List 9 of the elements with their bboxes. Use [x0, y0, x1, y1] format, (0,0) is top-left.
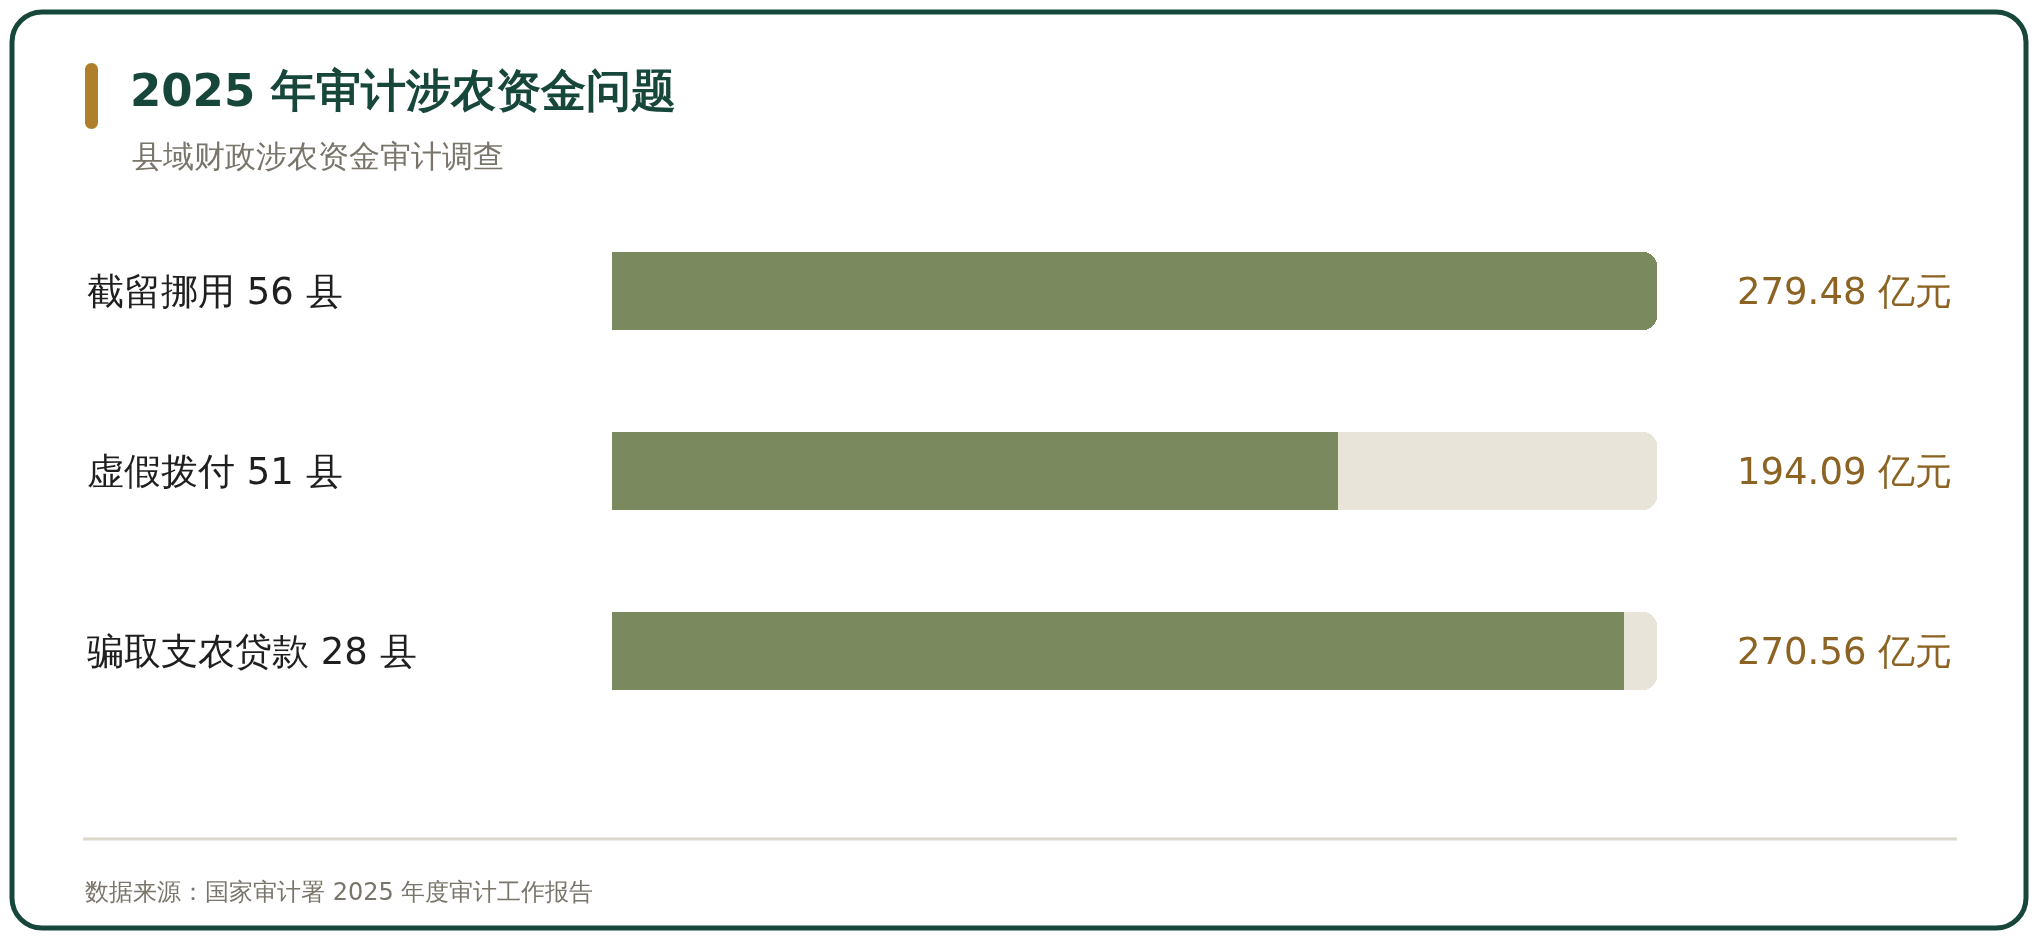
data-label: 194.09 亿元 — [1737, 450, 1953, 493]
source-note: 数据来源：国家审计署 2025 年度审计工作报告 — [85, 878, 594, 906]
data-label: 279.48 亿元 — [1737, 270, 1953, 313]
y-tick-label: 骗取支农贷款 28 县 — [87, 630, 417, 673]
data-label: 270.56 亿元 — [1737, 630, 1953, 673]
y-tick-label: 截留挪用 56 县 — [87, 270, 343, 313]
text: 县域财政涉农资金审计调查 — [132, 138, 504, 174]
chart-title: 2025 年审计涉农资金问题 — [130, 63, 676, 117]
y-tick-label: 虚假拨付 51 县 — [87, 450, 343, 493]
